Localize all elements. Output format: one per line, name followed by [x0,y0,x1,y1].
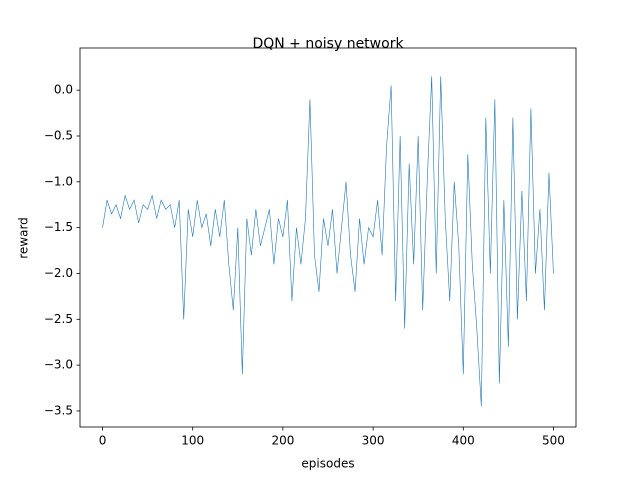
x-axis-label: episodes [301,457,354,471]
x-tick-label: 400 [452,434,475,448]
y-tick-label: −3.5 [44,403,73,417]
y-tick-label: 0.0 [54,83,73,97]
y-axis-label: reward [17,217,31,259]
data-line [102,76,554,407]
chart-title: DQN + noisy network [252,36,404,52]
y-tick-label: −3.0 [44,358,73,372]
y-tick-label: −2.0 [44,266,73,280]
x-tick-label: 100 [181,434,204,448]
x-tick-label: 500 [542,434,565,448]
x-tick-label: 200 [271,434,294,448]
x-tick-label: 0 [99,434,107,448]
y-tick-label: −0.5 [44,128,73,142]
y-tick-label: −1.5 [44,220,73,234]
x-tick-label: 300 [362,434,385,448]
y-tick-label: −1.0 [44,174,73,188]
plot-frame [79,47,577,428]
y-tick-label: −2.5 [44,312,73,326]
